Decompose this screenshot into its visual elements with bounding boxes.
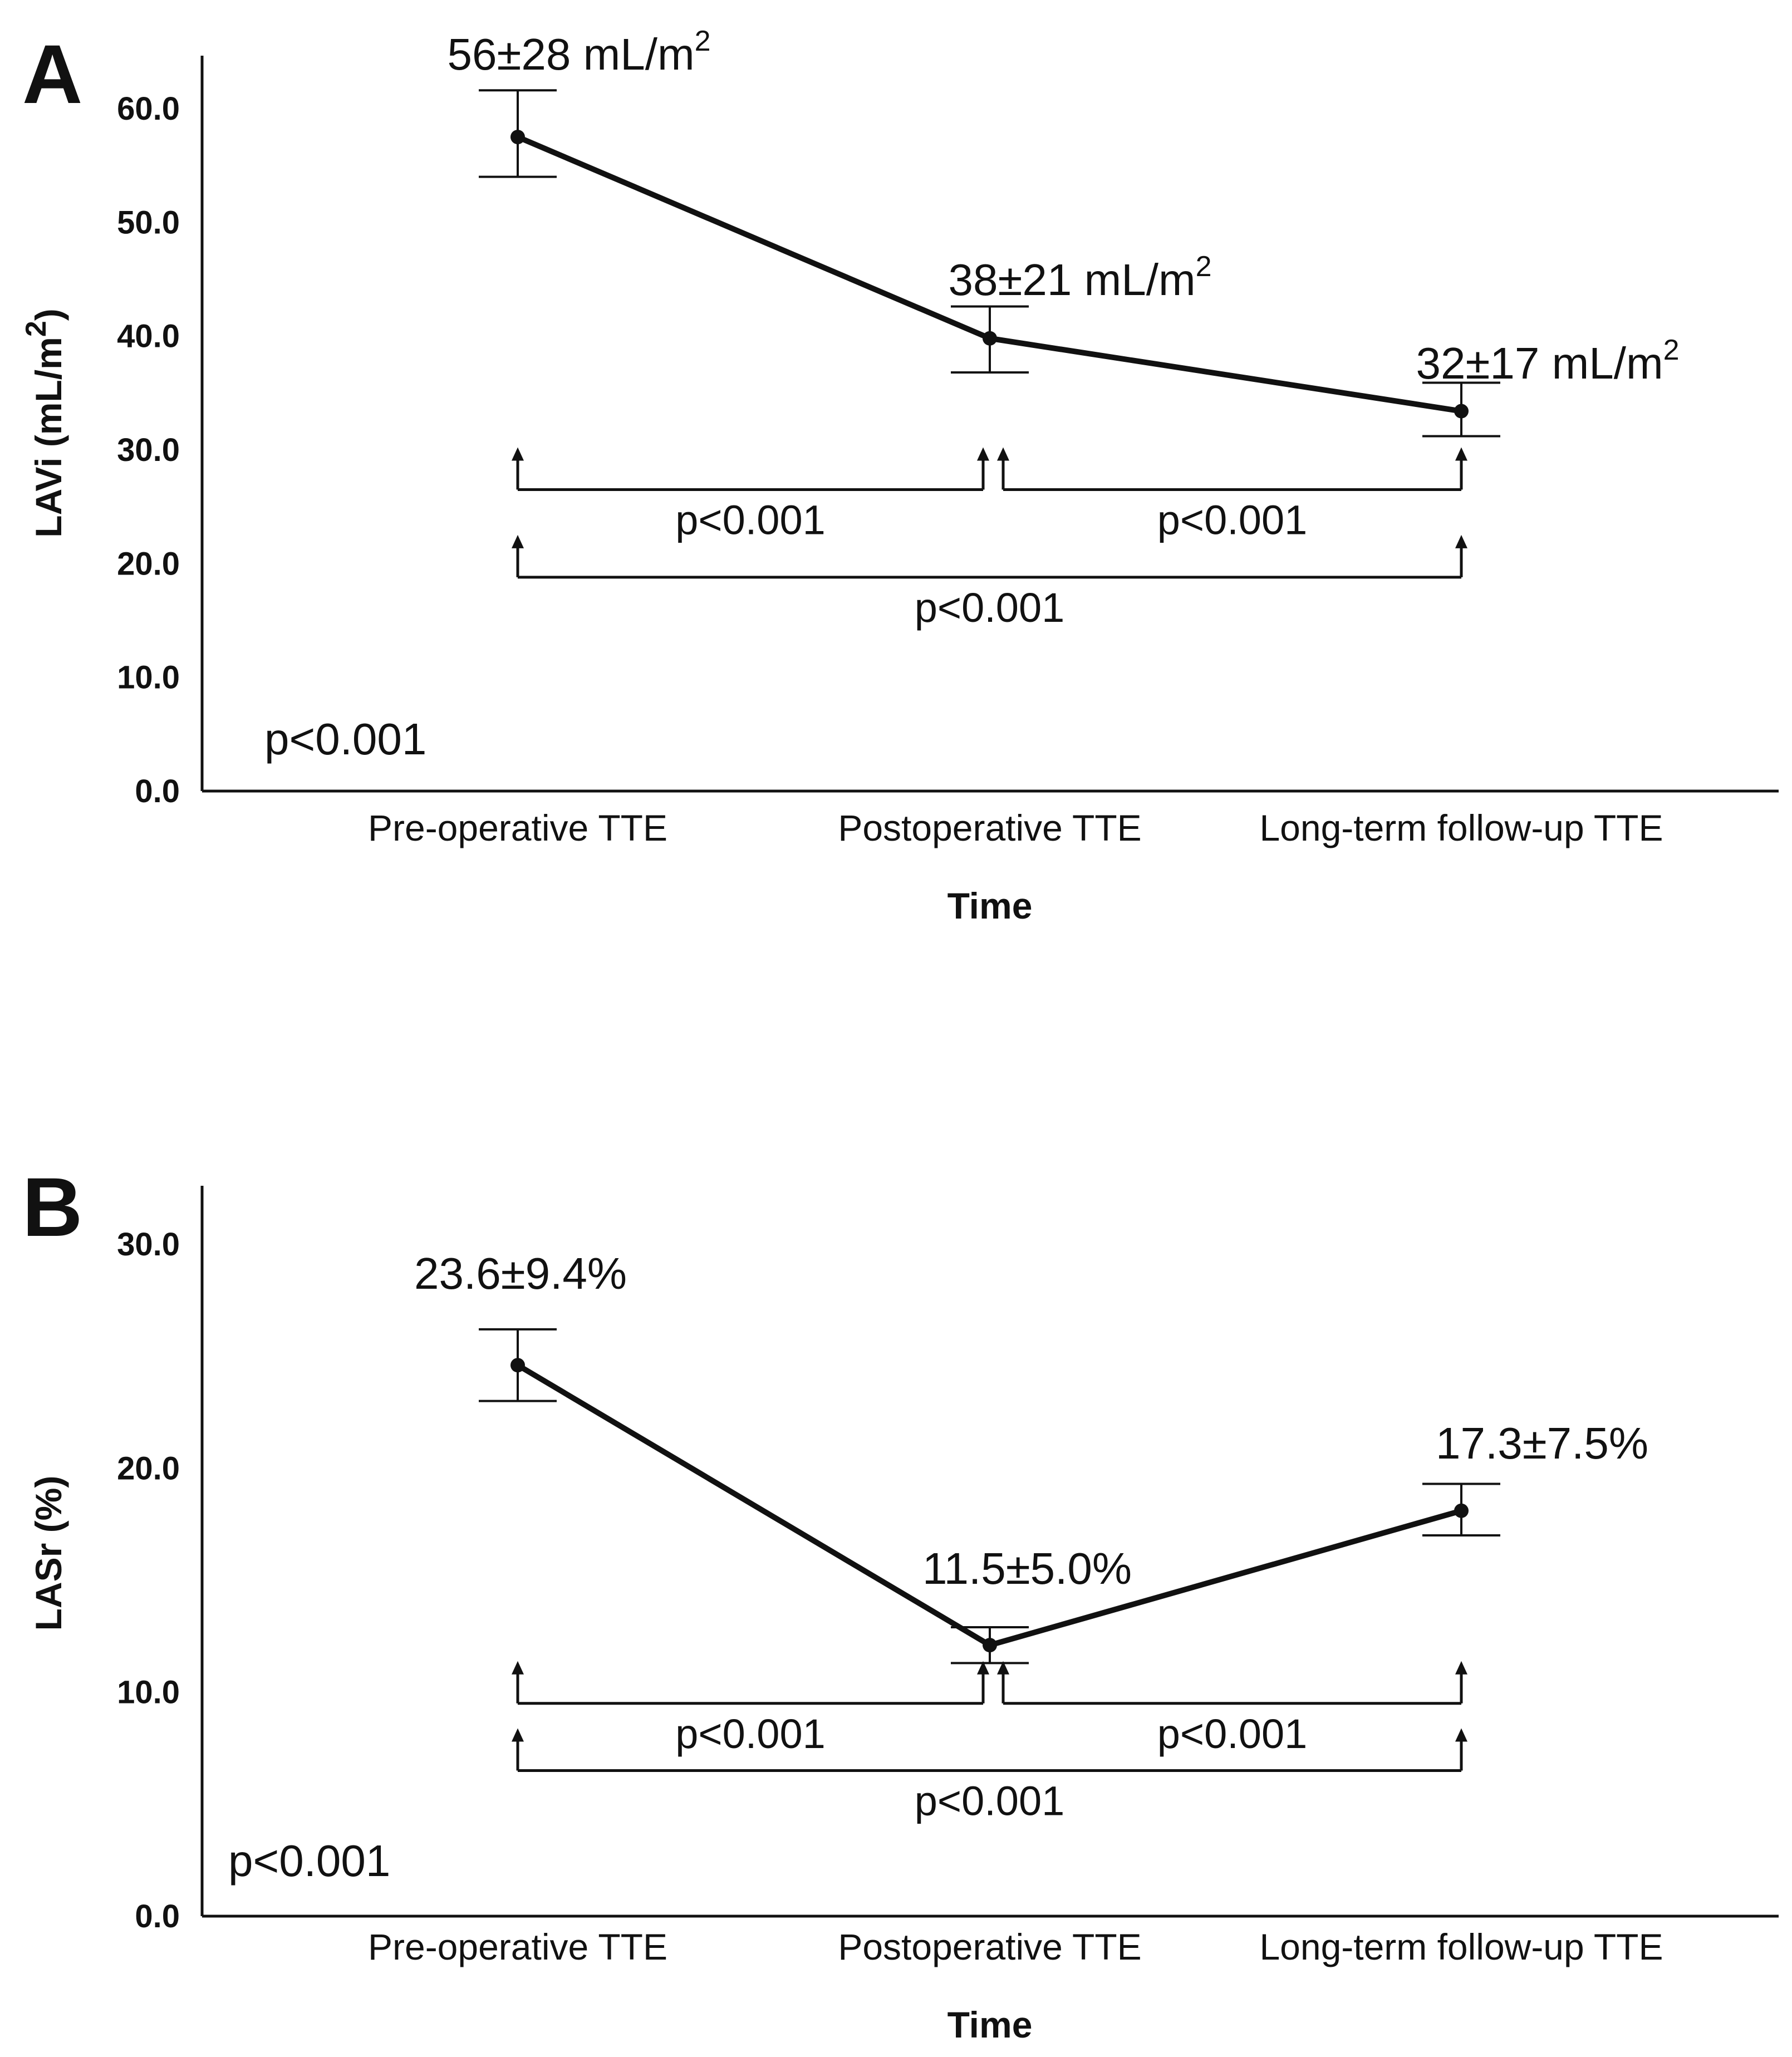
data-label: 56±28 mL/m2 xyxy=(447,25,710,79)
comparison-p-value: p<0.001 xyxy=(1157,1711,1308,1757)
comparison-p-value: p<0.001 xyxy=(1157,497,1308,543)
panel-b-chart: B 0.0 10.0 20.0 30.0 Pre-operative TTE Postope… xyxy=(22,1160,1779,2045)
x-category-label: Long-term follow-up TTE xyxy=(1259,807,1663,848)
data-label-text: 11.5±5.0% xyxy=(922,1544,1132,1593)
y-tick-label: 40.0 xyxy=(117,318,180,355)
comparison-bracket: p<0.001 xyxy=(997,1661,1467,1757)
overall-p-value: p<0.001 xyxy=(264,714,426,764)
data-point xyxy=(1454,1503,1469,1518)
comparison-p-value: p<0.001 xyxy=(675,1711,826,1757)
panel-a-chart: A 0.0 10.0 20.0 30.0 40.0 50.0 60.0 Pre-operativ… xyxy=(20,25,1779,926)
data-label: 11.5±5.0% xyxy=(922,1544,1132,1593)
panel-letter-b: B xyxy=(22,1160,82,1254)
y-tick-label: 50.0 xyxy=(117,204,180,240)
data-label-superscript: 2 xyxy=(1196,251,1212,283)
comparison-p-value: p<0.001 xyxy=(915,1778,1065,1824)
series-line xyxy=(516,1362,1462,1648)
data-label-text: 32±17 mL/m xyxy=(1416,338,1663,388)
y-tick-label: 60.0 xyxy=(117,91,180,127)
data-point xyxy=(1454,404,1469,419)
y-axis-title: LAVi (mL/m2) xyxy=(20,308,69,538)
x-axis-title: Time xyxy=(947,2004,1033,2045)
y-tick-label: 10.0 xyxy=(117,1675,180,1711)
data-label-text: 38±21 mL/m xyxy=(948,255,1195,305)
data-label: 38±21 mL/m2 xyxy=(948,251,1211,305)
arrow-head-icon xyxy=(1455,1661,1467,1675)
comparison-bracket: p<0.001 xyxy=(997,447,1467,543)
arrow-head-icon xyxy=(977,447,989,461)
arrow-head-icon xyxy=(977,1661,989,1675)
comparison-bracket: p<0.001 xyxy=(512,1661,989,1757)
y-tick-label: 30.0 xyxy=(117,1226,180,1263)
comparison-bracket: p<0.001 xyxy=(512,1728,1467,1824)
arrow-head-icon xyxy=(997,1661,1009,1675)
y-tick-label: 20.0 xyxy=(117,546,180,582)
comparison-p-value: p<0.001 xyxy=(915,585,1065,631)
arrow-head-icon xyxy=(512,447,524,461)
x-category-label: Postoperative TTE xyxy=(838,1926,1141,1967)
comparison-bracket: p<0.001 xyxy=(512,534,1467,631)
y-axis-title-tail: ) xyxy=(28,308,69,321)
arrow-head-icon xyxy=(1455,534,1467,548)
arrow-head-icon xyxy=(1455,1728,1467,1742)
data-label-text: 23.6±9.4% xyxy=(414,1249,627,1298)
data-label-superscript: 2 xyxy=(1663,334,1680,366)
arrow-head-icon xyxy=(512,534,524,548)
x-category-label: Pre-operative TTE xyxy=(368,1926,667,1967)
x-category-label: Postoperative TTE xyxy=(838,807,1141,848)
comparison-p-value: p<0.001 xyxy=(675,497,826,543)
panel-letter-a: A xyxy=(22,27,82,121)
arrow-head-icon xyxy=(512,1661,524,1675)
data-label: 32±17 mL/m2 xyxy=(1416,334,1679,388)
y-tick-label: 30.0 xyxy=(117,432,180,468)
y-tick-label: 0.0 xyxy=(135,1898,180,1935)
y-axis-title-superscript: 2 xyxy=(20,321,52,337)
y-axis-title-text: LASr (%) xyxy=(28,1476,69,1631)
arrow-head-icon xyxy=(512,1728,524,1742)
data-point xyxy=(510,130,525,145)
x-category-label: Pre-operative TTE xyxy=(368,807,667,848)
y-tick-label: 20.0 xyxy=(117,1450,180,1486)
y-tick-label: 0.0 xyxy=(135,773,180,809)
overall-p-value: p<0.001 xyxy=(228,1836,390,1886)
data-label: 17.3±7.5% xyxy=(1436,1418,1648,1468)
y-axis-title: LASr (%) xyxy=(28,1476,69,1631)
data-label-text: 56±28 mL/m xyxy=(447,30,694,79)
arrow-head-icon xyxy=(997,447,1009,461)
y-tick-label: 10.0 xyxy=(117,660,180,696)
arrow-head-icon xyxy=(1455,447,1467,461)
data-label: 23.6±9.4% xyxy=(414,1249,627,1298)
data-point xyxy=(983,1638,997,1653)
x-category-label: Long-term follow-up TTE xyxy=(1259,1926,1663,1967)
data-label-text: 17.3±7.5% xyxy=(1436,1418,1648,1468)
x-axis-title: Time xyxy=(947,885,1033,926)
comparison-bracket: p<0.001 xyxy=(512,447,989,543)
data-label-superscript: 2 xyxy=(695,25,711,57)
data-point xyxy=(510,1358,525,1373)
data-point xyxy=(983,331,997,346)
y-axis-title-text: LAVi (mL/m xyxy=(28,337,69,538)
